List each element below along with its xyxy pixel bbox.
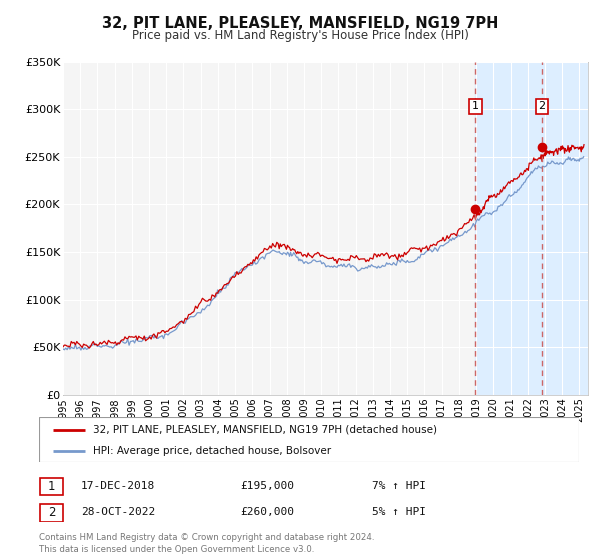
FancyBboxPatch shape — [40, 478, 63, 494]
Text: HPI: Average price, detached house, Bolsover: HPI: Average price, detached house, Bols… — [93, 446, 331, 456]
Text: 1: 1 — [472, 101, 479, 111]
Text: Price paid vs. HM Land Registry's House Price Index (HPI): Price paid vs. HM Land Registry's House … — [131, 29, 469, 42]
FancyBboxPatch shape — [39, 417, 579, 462]
Text: 7% ↑ HPI: 7% ↑ HPI — [372, 480, 426, 491]
Text: £260,000: £260,000 — [240, 507, 294, 517]
Text: 17-DEC-2018: 17-DEC-2018 — [81, 480, 155, 491]
Text: 1: 1 — [48, 479, 55, 493]
Text: Contains HM Land Registry data © Crown copyright and database right 2024.: Contains HM Land Registry data © Crown c… — [39, 533, 374, 542]
Text: 2: 2 — [538, 101, 545, 111]
Text: 2: 2 — [48, 506, 55, 520]
Bar — [475, 62, 588, 395]
FancyBboxPatch shape — [40, 505, 63, 521]
Text: 28-OCT-2022: 28-OCT-2022 — [81, 507, 155, 517]
Text: This data is licensed under the Open Government Licence v3.0.: This data is licensed under the Open Gov… — [39, 545, 314, 554]
Text: £195,000: £195,000 — [240, 480, 294, 491]
Text: 5% ↑ HPI: 5% ↑ HPI — [372, 507, 426, 517]
Text: 32, PIT LANE, PLEASLEY, MANSFIELD, NG19 7PH (detached house): 32, PIT LANE, PLEASLEY, MANSFIELD, NG19 … — [93, 424, 437, 435]
Text: 32, PIT LANE, PLEASLEY, MANSFIELD, NG19 7PH: 32, PIT LANE, PLEASLEY, MANSFIELD, NG19 … — [102, 16, 498, 31]
